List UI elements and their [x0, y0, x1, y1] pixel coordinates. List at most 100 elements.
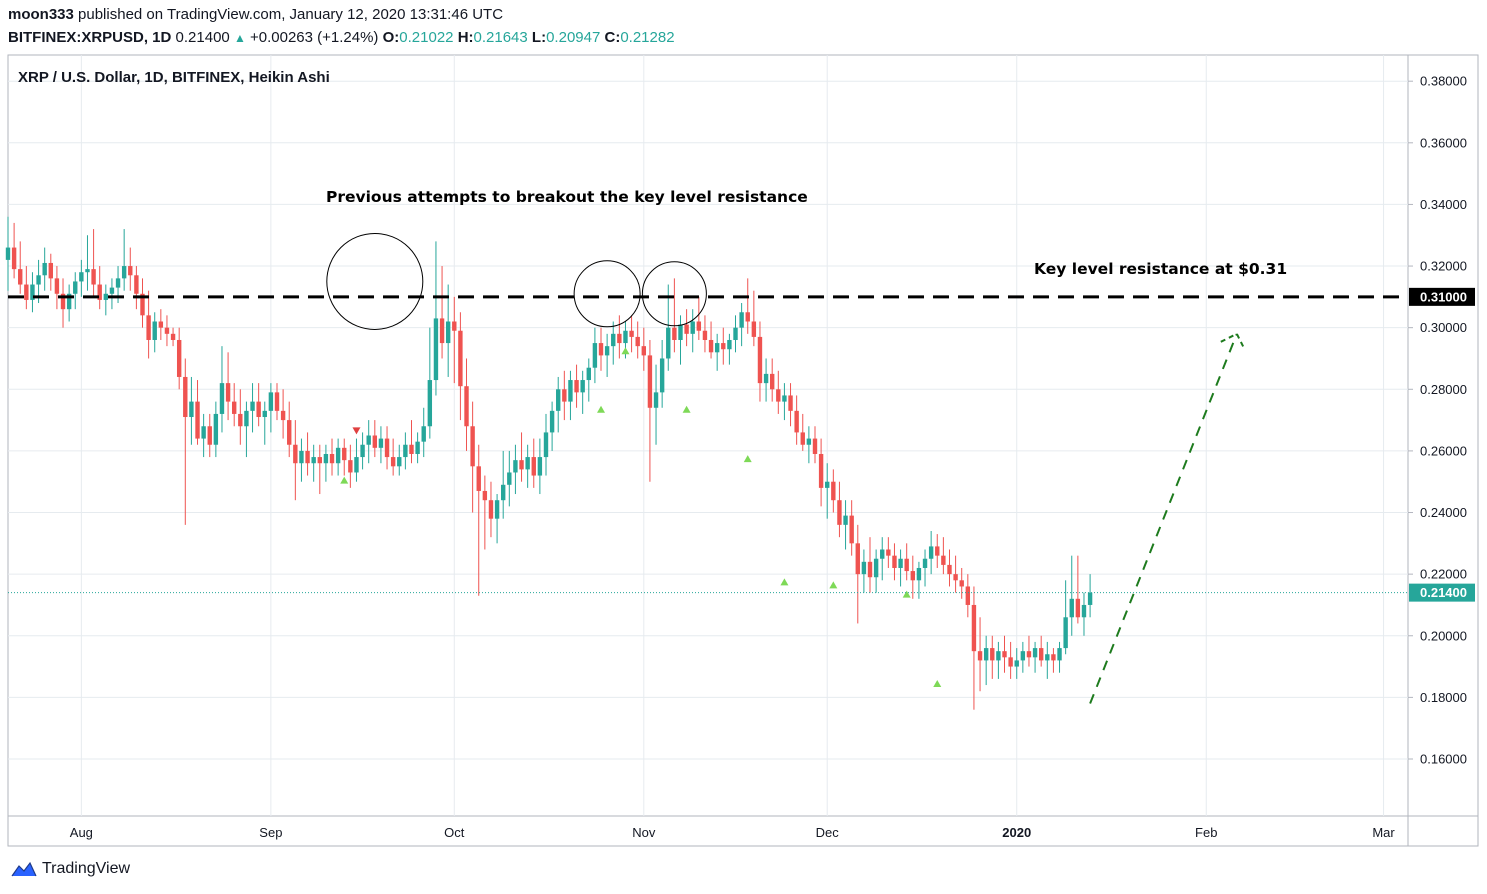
candle-body — [1045, 654, 1050, 661]
candle-body — [788, 395, 793, 411]
candle-body — [880, 549, 885, 559]
projection-arrow-shaft — [1089, 333, 1238, 704]
candle-body — [1014, 660, 1019, 667]
candle-body — [415, 441, 420, 454]
buy-signal-marker — [743, 455, 752, 463]
candle-body — [494, 500, 500, 519]
candle-body — [647, 355, 653, 408]
candle-body — [714, 343, 720, 353]
x-tick-label: Feb — [1195, 825, 1217, 840]
y-axis: 0.38000 0.36000 0.34000 0.32000 0.30000 0.280… — [1408, 74, 1467, 767]
y-tick-label: 0.24000 — [1420, 505, 1467, 520]
candle-body — [280, 410, 286, 421]
candle-body — [696, 321, 702, 331]
candle-body — [800, 432, 805, 445]
x-tick-label: Aug — [70, 825, 93, 840]
candle-body — [439, 318, 445, 344]
candle-body — [140, 293, 145, 316]
candle-body — [54, 278, 60, 294]
candle-body — [996, 651, 1001, 661]
signal-markers — [340, 347, 942, 688]
y-tick-label: 0.36000 — [1420, 135, 1467, 150]
candle-body — [342, 447, 347, 461]
candle-body — [158, 321, 164, 328]
candle-body — [201, 426, 206, 439]
buy-signal-marker — [902, 590, 911, 598]
close-label: C: — [604, 29, 621, 46]
candle-body — [831, 481, 836, 501]
candle-body — [751, 321, 757, 337]
candle-body — [5, 247, 11, 260]
x-tick-label: Mar — [1372, 825, 1395, 840]
candle-body — [354, 457, 359, 473]
candle-body — [959, 580, 964, 587]
candle-body — [250, 401, 255, 411]
buy-signal-marker — [340, 476, 349, 484]
candle-body — [586, 367, 591, 381]
candle-body — [85, 269, 90, 273]
grid-lines — [8, 55, 1408, 816]
candle-body — [690, 321, 695, 334]
candle-body — [164, 327, 170, 334]
candle-body — [861, 561, 867, 575]
candle-body — [1063, 617, 1068, 649]
chart-title: XRP / U.S. Dollar, 1D, BITFINEX, Heikin … — [18, 69, 330, 86]
candle-body — [97, 284, 102, 300]
candle-body — [30, 284, 35, 300]
candle-body — [672, 327, 677, 340]
candle-body — [525, 457, 530, 470]
open-value: 0.21022 — [399, 29, 454, 46]
candle-body — [757, 336, 763, 384]
candle-body — [513, 460, 518, 473]
candle-body — [659, 358, 665, 393]
candle-body — [103, 293, 109, 300]
x-tick-label: Nov — [632, 825, 656, 840]
candle-body — [769, 373, 775, 390]
author-name[interactable]: moon333 — [8, 6, 74, 23]
candle-body — [488, 500, 494, 519]
candle-body — [433, 318, 439, 381]
buy-signal-marker — [682, 405, 691, 413]
candle-body — [1008, 657, 1013, 667]
candle-body — [635, 336, 640, 347]
tradingview-cloud-icon — [11, 861, 37, 877]
candle-body — [317, 457, 322, 464]
candle-body — [953, 574, 958, 581]
candle-body — [867, 561, 873, 578]
candle-body — [928, 546, 934, 559]
candle-body — [323, 453, 329, 464]
highlight-circle — [326, 232, 424, 330]
y-tick-label: 0.26000 — [1420, 443, 1467, 458]
candle-body — [611, 333, 616, 347]
candle-body — [1081, 604, 1087, 618]
candle-body — [904, 558, 909, 572]
tradingview-logo[interactable]: TradingView — [10, 860, 130, 878]
candle-body — [837, 500, 842, 525]
candle-body — [409, 444, 414, 454]
candle-body — [1020, 651, 1026, 661]
candle-body — [195, 401, 200, 439]
y-tick-label: 0.34000 — [1420, 197, 1467, 212]
candle-body — [134, 275, 139, 294]
candle-body — [733, 327, 738, 340]
candle-body — [476, 466, 481, 491]
candle-body — [653, 392, 659, 408]
last-price-text: 0.21400 — [1420, 585, 1467, 600]
candle-body — [268, 392, 274, 411]
candle-body — [360, 444, 365, 458]
candle-body — [562, 389, 567, 402]
buy-signal-marker — [780, 578, 789, 586]
y-tick-label: 0.28000 — [1420, 382, 1467, 397]
candle-body — [892, 555, 897, 568]
candle-body — [464, 386, 469, 427]
overlays: 0.31000 0.21400 — [8, 232, 1475, 704]
buy-signal-marker — [829, 581, 838, 589]
buy-signal-marker — [597, 405, 606, 413]
candle-body — [1051, 654, 1056, 661]
breakout-annotation: Previous attempts to breakout the key le… — [326, 188, 808, 206]
candle-body — [684, 324, 689, 334]
candle-body — [170, 333, 176, 340]
high-value: 0.21643 — [473, 29, 528, 46]
candle-body — [922, 558, 928, 568]
